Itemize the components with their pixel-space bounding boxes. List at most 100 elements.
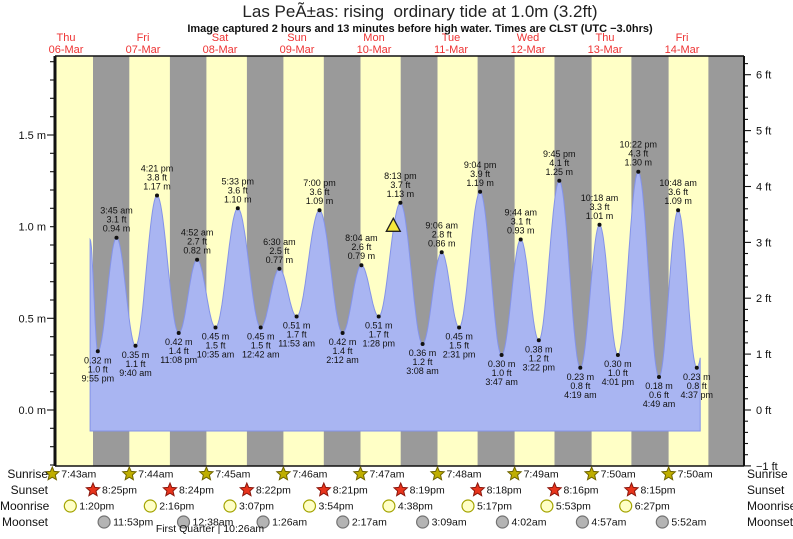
low-tide-label: 0.45 m — [247, 332, 275, 342]
moonset-row-label-right: Moonset — [747, 515, 793, 529]
low-tide-label: 0.6 ft — [649, 390, 670, 400]
day-label-date: 06-Mar — [49, 44, 84, 56]
moonset-disc-icon — [655, 515, 669, 529]
moonset-row-label-left: Moonset — [1, 515, 48, 529]
sunrise-row-label-left: Sunrise — [7, 467, 48, 481]
sunrise-star-icon — [583, 465, 600, 481]
low-tide-label: 0.8 ft — [687, 381, 708, 391]
low-tide-label: 11:08 pm — [160, 355, 197, 365]
low-tide-dot — [133, 343, 138, 348]
moonset-time-label: 2:17am — [352, 517, 387, 529]
high-tide-label: 1.19 m — [466, 178, 494, 188]
right-axis-tick-label: 5 ft — [756, 126, 771, 138]
moonset-disc-icon — [575, 515, 590, 529]
sunrise-time-label: 7:46am — [292, 469, 327, 481]
right-axis-tick-label: 6 ft — [756, 70, 771, 82]
high-tide-label: 3.9 ft — [470, 169, 491, 179]
high-tide-label: 8:04 am — [345, 233, 378, 243]
sunrise-star-icon — [429, 465, 446, 481]
low-tide-label: 0.45 m — [202, 332, 230, 342]
high-tide-label: 0.94 m — [103, 224, 131, 234]
day-label-date: 13-Mar — [588, 44, 623, 56]
day-label-dow: Wed — [517, 32, 539, 44]
low-tide-label: 4:19 am — [564, 390, 597, 400]
low-tide-label: 0.42 m — [329, 337, 357, 347]
sunrise-time-label: 7:45am — [215, 469, 250, 481]
low-tide-dot — [578, 365, 583, 370]
high-tide-dot — [597, 222, 602, 227]
sunset-row-label-right: Sunset — [747, 483, 785, 497]
low-tide-label: 1.4 ft — [333, 346, 354, 356]
high-tide-label: 3.6 ft — [668, 187, 689, 197]
sunrise-star-icon — [506, 465, 523, 481]
low-tide-label: 4:37 pm — [681, 390, 714, 400]
moonset-disc-icon — [256, 515, 270, 529]
high-tide-label: 3.8 ft — [147, 173, 168, 183]
day-label-dow: Tue — [442, 32, 461, 44]
high-tide-dot — [114, 235, 119, 240]
low-tide-dot — [376, 314, 381, 319]
current-tide-marker-icon — [385, 216, 402, 232]
low-tide-label: 0.23 m — [567, 372, 595, 382]
low-tide-label: 1.2 ft — [529, 353, 550, 363]
high-tide-label: 4:21 pm — [141, 164, 174, 174]
sunset-star-icon — [315, 481, 332, 497]
low-tide-label: 1.7 ft — [369, 330, 390, 340]
high-tide-label: 2.6 ft — [351, 242, 372, 252]
plot-frame — [53, 55, 745, 467]
high-tide-label: 5:33 pm — [222, 176, 255, 186]
high-tide-label: 1.17 m — [143, 182, 171, 192]
right-axis-tick-label: 2 ft — [756, 293, 771, 305]
sunrise-star-icon — [275, 465, 292, 481]
moonset-time-label: 5:52am — [671, 517, 706, 529]
low-tide-label: 10:35 am — [197, 350, 235, 360]
moonrise-disc-icon — [619, 499, 633, 513]
day-label-dow: Thu — [596, 32, 615, 44]
day-label-dow: Sat — [212, 32, 229, 44]
high-tide-label: 10:48 am — [659, 178, 697, 188]
right-axis-tick-label: −1 ft — [756, 461, 778, 473]
low-tide-label: 0.32 m — [84, 355, 112, 365]
low-tide-label: 1.2 ft — [413, 357, 434, 367]
low-tide-label: 3:08 am — [406, 366, 439, 376]
sunrise-time-label: 7:49am — [524, 469, 559, 481]
high-tide-dot — [317, 208, 322, 213]
high-tide-label: 0.79 m — [348, 251, 376, 261]
left-axis-tick-label: 0.0 m — [18, 405, 46, 417]
low-tide-label: 0.51 m — [365, 321, 393, 331]
high-tide-label: 4.1 ft — [549, 158, 570, 168]
chart-title: Las PeÃ±as: rising ordinary tide at 1.0m… — [242, 2, 598, 21]
left-axis-tick-label: 0.5 m — [18, 313, 46, 325]
low-tide-label: 1.7 ft — [287, 330, 308, 340]
sunrise-time-label: 7:47am — [369, 469, 404, 481]
low-tide-dot — [536, 338, 541, 343]
high-tide-dot — [195, 257, 200, 262]
moonset-disc-icon — [176, 515, 191, 529]
low-tide-label: 12:42 am — [242, 350, 280, 360]
moon-phase-label: First Quarter | 10:26am — [155, 523, 265, 535]
sunrise-time-label: 7:43am — [61, 469, 96, 481]
sunset-star-icon — [238, 481, 255, 497]
day-label-dow: Sun — [287, 32, 307, 44]
moonrise-time-label: 3:54pm — [319, 501, 354, 513]
high-tide-label: 3.6 ft — [228, 185, 249, 195]
low-tide-dot — [258, 325, 263, 330]
low-tide-label: 2:31 pm — [443, 350, 476, 360]
moonset-time-label: 11:53pm — [113, 517, 153, 529]
sunset-star-icon — [85, 481, 101, 497]
sunset-time-label: 8:24pm — [179, 485, 214, 497]
moonrise-time-label: 5:53pm — [556, 501, 591, 513]
moonrise-time-label: 4:38pm — [398, 501, 433, 513]
right-axis-tick-label: 3 ft — [756, 237, 771, 249]
high-tide-label: 1.01 m — [586, 211, 614, 221]
low-tide-dot — [457, 325, 462, 330]
low-tide-dot — [213, 325, 218, 330]
moonrise-time-label: 2:16pm — [159, 501, 194, 513]
high-tide-label: 3.1 ft — [107, 215, 128, 225]
day-label-date: 11-Mar — [434, 44, 468, 56]
low-tide-label: 0.23 m — [683, 372, 711, 382]
high-tide-label: 10:22 pm — [619, 140, 657, 150]
low-tide-label: 3:47 am — [485, 377, 518, 387]
moonrise-time-label: 6:27pm — [635, 501, 670, 513]
